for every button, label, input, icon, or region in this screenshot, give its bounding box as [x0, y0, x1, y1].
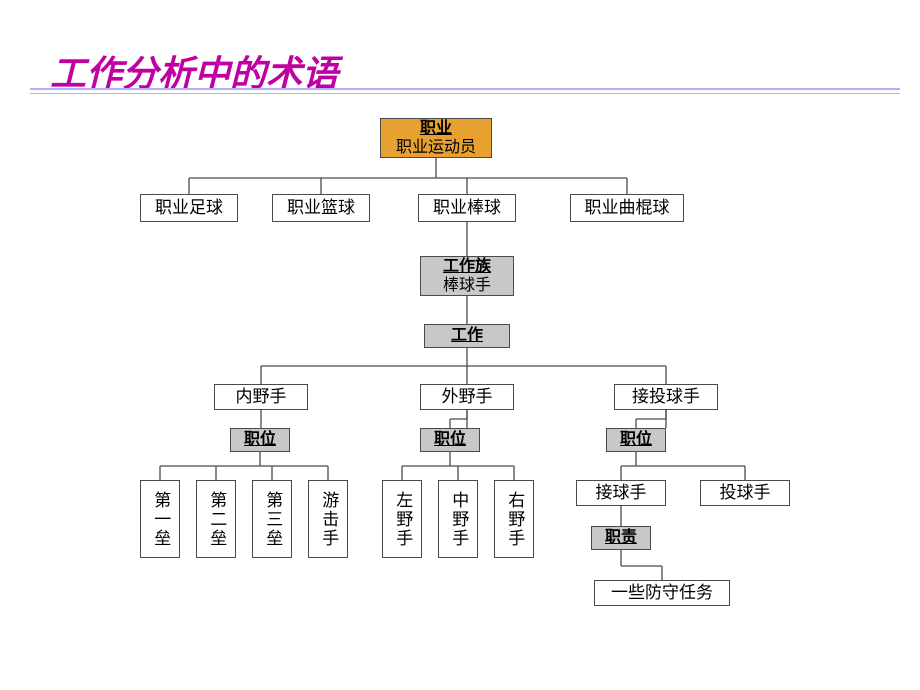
node-b2: 第二垒 — [196, 480, 236, 558]
node-root: 职业职业运动员 — [380, 118, 492, 158]
node-pos2: 职位 — [420, 428, 480, 452]
node-l1d: 职业曲棍球 — [570, 194, 684, 222]
node-d1: 接球手 — [576, 480, 666, 506]
node-job: 工作 — [424, 324, 510, 348]
node-c2: 中野手 — [438, 480, 478, 558]
node-b3: 第三垒 — [252, 480, 292, 558]
node-d2: 投球手 — [700, 480, 790, 506]
node-root-sub: 职业运动员 — [396, 138, 476, 157]
node-family-header: 工作族 — [443, 257, 491, 276]
node-b4: 游击手 — [308, 480, 348, 558]
node-l3c: 接投球手 — [614, 384, 718, 410]
node-l3b: 外野手 — [420, 384, 514, 410]
node-c1: 左野手 — [382, 480, 422, 558]
node-task: 一些防守任务 — [594, 580, 730, 606]
node-l1a: 职业足球 — [140, 194, 238, 222]
node-family-sub: 棒球手 — [443, 276, 491, 295]
node-duty: 职责 — [591, 526, 651, 550]
node-l1b: 职业篮球 — [272, 194, 370, 222]
node-c3: 右野手 — [494, 480, 534, 558]
node-family: 工作族棒球手 — [420, 256, 514, 296]
node-pos2-header: 职位 — [434, 430, 466, 449]
title-underline-1 — [30, 88, 900, 90]
node-b1: 第一垒 — [140, 480, 180, 558]
title-underline-2 — [30, 93, 900, 94]
node-pos3-header: 职位 — [620, 430, 652, 449]
node-job-header: 工作 — [451, 326, 483, 345]
node-pos3: 职位 — [606, 428, 666, 452]
node-pos1: 职位 — [230, 428, 290, 452]
node-l1c: 职业棒球 — [418, 194, 516, 222]
node-l3a: 内野手 — [214, 384, 308, 410]
node-pos1-header: 职位 — [244, 430, 276, 449]
node-duty-header: 职责 — [605, 528, 637, 547]
node-root-header: 职业 — [420, 119, 452, 138]
